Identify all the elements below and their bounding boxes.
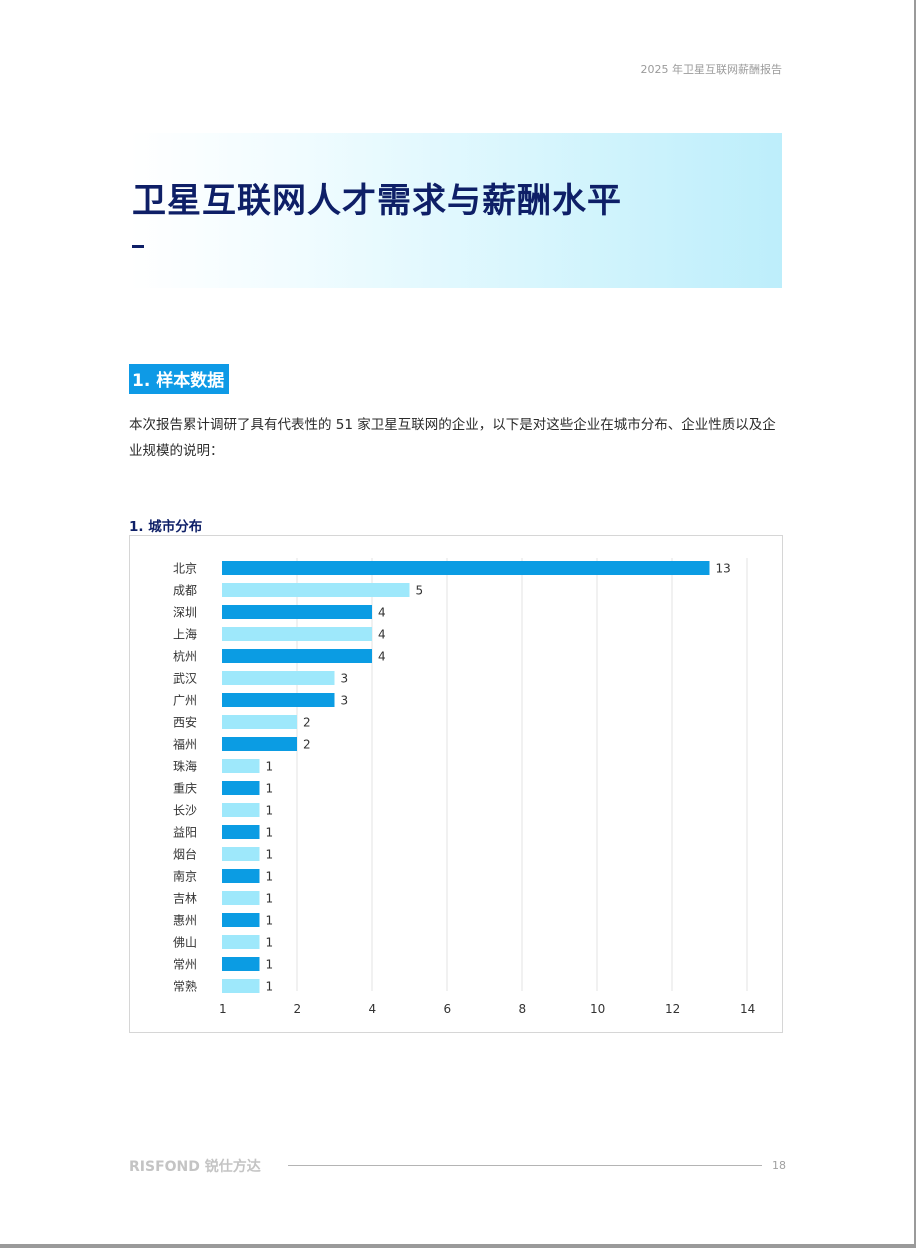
data-label: 4 bbox=[378, 606, 386, 620]
intro-paragraph: 本次报告累计调研了具有代表性的 51 家卫星互联网的企业，以下是对这些企业在城市… bbox=[129, 417, 776, 459]
category-label: 珠海 bbox=[173, 759, 197, 774]
category-label: 广州 bbox=[173, 694, 197, 708]
title-banner: 卫星互联网人才需求与薪酬水平 bbox=[130, 133, 782, 288]
data-label: 4 bbox=[378, 628, 386, 642]
data-label: 1 bbox=[266, 782, 274, 796]
bar bbox=[222, 847, 260, 861]
bar bbox=[222, 627, 372, 641]
data-label: 1 bbox=[266, 914, 274, 928]
tick-label: 6 bbox=[444, 1002, 452, 1016]
category-label: 上海 bbox=[173, 627, 197, 642]
category-label: 吉林 bbox=[173, 892, 197, 906]
chart-heading: 1. 城市分布 bbox=[129, 519, 203, 535]
category-label: 成都 bbox=[173, 584, 197, 598]
data-label: 3 bbox=[341, 694, 349, 708]
tick-label: 2 bbox=[294, 1002, 302, 1016]
category-label: 深圳 bbox=[173, 606, 197, 620]
bar bbox=[222, 913, 260, 927]
data-label: 1 bbox=[266, 870, 274, 884]
data-label: 3 bbox=[341, 672, 349, 686]
category-label: 福州 bbox=[173, 737, 197, 752]
data-label: 2 bbox=[303, 738, 311, 752]
category-label: 常熟 bbox=[173, 979, 197, 994]
data-label: 1 bbox=[266, 760, 274, 774]
data-label: 1 bbox=[266, 980, 274, 994]
data-label: 1 bbox=[266, 958, 274, 972]
company-logo: RISFOND 锐仕方达 bbox=[129, 1159, 261, 1175]
footer-divider bbox=[288, 1165, 762, 1166]
category-label: 惠州 bbox=[173, 914, 197, 928]
page-title: 卫星互联网人才需求与薪酬水平 bbox=[132, 181, 622, 221]
bar bbox=[222, 561, 710, 575]
category-label: 重庆 bbox=[173, 782, 197, 796]
city-distribution-chart: 北京 13 成都 5 深圳 4 上海 4 杭州 4 武汉 3 广州 3 西安 2 福州 2 珠海 1 重庆 1 长沙 1 益阳 1… bbox=[129, 535, 783, 1033]
category-label: 西安 bbox=[173, 715, 197, 730]
bar bbox=[222, 957, 260, 971]
data-label: 4 bbox=[378, 650, 386, 664]
bar bbox=[222, 671, 335, 685]
category-label: 北京 bbox=[173, 562, 197, 576]
running-header: 2025 年卫星互联网薪酬报告 bbox=[640, 63, 783, 76]
title-dash bbox=[132, 245, 144, 248]
tick-label: 10 bbox=[590, 1002, 605, 1016]
data-label: 1 bbox=[266, 804, 274, 818]
bar bbox=[222, 605, 372, 619]
data-label: 13 bbox=[716, 562, 731, 576]
bar bbox=[222, 979, 260, 993]
bar bbox=[222, 781, 260, 795]
bar bbox=[222, 935, 260, 949]
data-label: 1 bbox=[266, 892, 274, 906]
tick-label: 8 bbox=[519, 1002, 527, 1016]
bar bbox=[222, 891, 260, 905]
category-label: 益阳 bbox=[173, 826, 197, 840]
category-label: 杭州 bbox=[173, 649, 197, 664]
category-label: 佛山 bbox=[173, 936, 197, 950]
bar bbox=[222, 803, 260, 817]
category-label: 南京 bbox=[173, 869, 197, 884]
data-label: 1 bbox=[266, 936, 274, 950]
tick-label: 4 bbox=[369, 1002, 377, 1016]
tick-label: 1 bbox=[219, 1002, 227, 1016]
bar bbox=[222, 759, 260, 773]
bar bbox=[222, 869, 260, 883]
bar bbox=[222, 649, 372, 663]
tick-label: 14 bbox=[740, 1002, 755, 1016]
tick-label: 12 bbox=[665, 1002, 680, 1016]
section-heading: 1. 样本数据 bbox=[129, 364, 230, 394]
data-label: 2 bbox=[303, 716, 311, 730]
category-label: 武汉 bbox=[173, 672, 197, 686]
bar bbox=[222, 693, 335, 707]
chart-canvas: 北京 13 成都 5 深圳 4 上海 4 杭州 4 武汉 3 广州 3 西安 2 福州 2 珠海 1 重庆 1 长沙 1 益阳 1… bbox=[173, 558, 755, 1016]
bar bbox=[222, 737, 297, 751]
bar bbox=[222, 715, 297, 729]
page-number: 18 bbox=[772, 1159, 786, 1172]
data-label: 1 bbox=[266, 826, 274, 840]
category-label: 长沙 bbox=[173, 804, 197, 818]
data-label: 5 bbox=[416, 584, 424, 598]
category-label: 烟台 bbox=[173, 847, 197, 862]
category-label: 常州 bbox=[173, 958, 197, 972]
bar bbox=[222, 583, 410, 597]
data-label: 1 bbox=[266, 848, 274, 862]
bar bbox=[222, 825, 260, 839]
